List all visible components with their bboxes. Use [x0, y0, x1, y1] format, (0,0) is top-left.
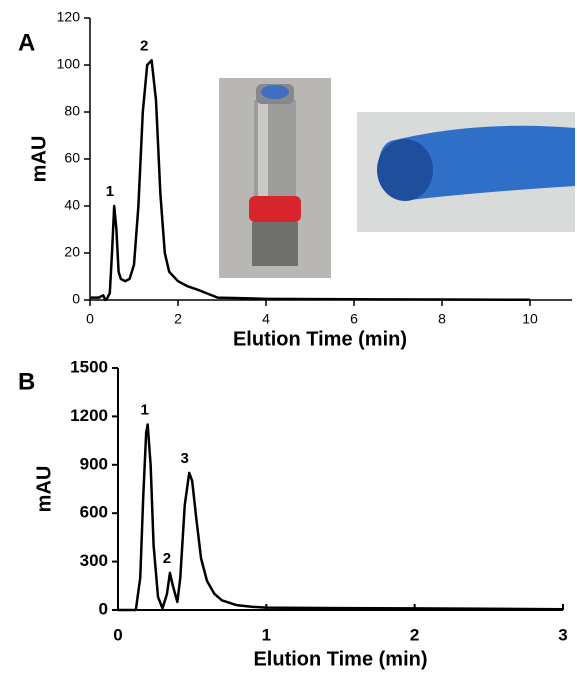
- y-tick-label: 20: [64, 244, 80, 260]
- x-axis-title: Elution Time (min): [253, 648, 427, 670]
- x-tick-label: 3: [558, 625, 567, 644]
- y-tick-label: 100: [57, 56, 81, 72]
- x-tick-label: 2: [174, 311, 182, 327]
- y-axis-title: mAU: [33, 466, 55, 513]
- y-tick-label: 1200: [70, 406, 108, 425]
- panel-label: B: [18, 368, 35, 395]
- peak-label: 2: [140, 37, 148, 54]
- x-tick-label: 2: [410, 625, 419, 644]
- x-tick-label: 6: [350, 311, 358, 327]
- y-tick-label: 0: [72, 291, 80, 307]
- y-tick-label: 40: [64, 197, 80, 213]
- y-tick-label: 1500: [70, 357, 108, 376]
- data-line: [90, 59, 531, 302]
- x-tick-label: 0: [86, 311, 94, 327]
- y-tick-label: 60: [64, 150, 80, 166]
- y-axis-title: mAU: [28, 136, 50, 183]
- x-tick-label: 8: [438, 311, 446, 327]
- y-tick-label: 0: [99, 599, 108, 618]
- peak-label: 3: [181, 450, 189, 467]
- x-axis-title: Elution Time (min): [233, 328, 407, 350]
- x-tick-label: 4: [262, 311, 270, 327]
- y-tick-label: 900: [80, 454, 108, 473]
- data-line: [118, 423, 564, 612]
- x-tick-label: 1: [262, 625, 271, 644]
- peak-label: 1: [106, 183, 114, 200]
- x-tick-label: 10: [522, 311, 538, 327]
- y-tick-label: 600: [80, 503, 108, 522]
- monolith-photo: [357, 112, 575, 232]
- peak-label: 1: [140, 401, 148, 418]
- column-photo: [219, 78, 331, 278]
- y-tick-label: 80: [64, 103, 80, 119]
- x-tick-label: 0: [113, 625, 122, 644]
- panel-label: A: [18, 29, 35, 56]
- y-tick-label: 300: [80, 551, 108, 570]
- y-tick-label: 120: [57, 9, 81, 25]
- peak-label: 2: [163, 550, 171, 567]
